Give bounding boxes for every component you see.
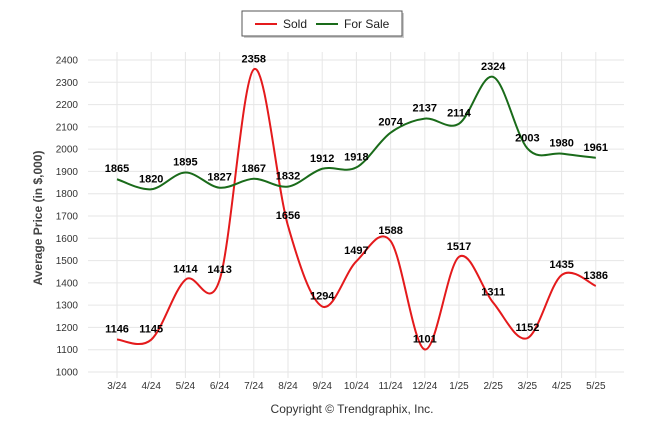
x-tick-label: 5/24 xyxy=(176,381,196,392)
x-tick-label: 12/24 xyxy=(412,381,437,392)
data-label-for-sale: 1832 xyxy=(276,171,300,183)
data-label-for-sale: 2324 xyxy=(481,61,506,73)
data-label-for-sale: 1918 xyxy=(344,151,368,163)
data-label-sold: 1517 xyxy=(447,241,471,253)
data-label-sold: 1145 xyxy=(139,324,163,336)
data-label-for-sale: 1895 xyxy=(173,157,197,169)
y-tick-label: 2300 xyxy=(56,78,79,89)
x-tick-label: 4/24 xyxy=(141,381,161,392)
data-label-sold: 1294 xyxy=(310,290,335,302)
data-label-for-sale: 2074 xyxy=(378,117,403,129)
y-tick-label: 1900 xyxy=(56,167,79,178)
data-label-for-sale: 1980 xyxy=(549,138,573,150)
y-tick-label: 1000 xyxy=(56,368,79,379)
x-tick-label: 5/25 xyxy=(586,381,606,392)
data-label-for-sale: 1912 xyxy=(310,153,334,165)
data-label-sold: 1414 xyxy=(173,264,198,276)
data-label-sold: 1588 xyxy=(378,225,402,237)
data-label-sold: 1311 xyxy=(481,287,505,299)
data-label-for-sale: 2137 xyxy=(413,103,437,115)
data-label-sold: 1146 xyxy=(105,323,129,335)
y-tick-label: 1700 xyxy=(56,212,79,223)
data-label-sold: 1386 xyxy=(584,270,608,282)
data-label-for-sale: 2114 xyxy=(447,108,472,120)
y-tick-label: 1500 xyxy=(56,256,79,267)
y-tick-label: 2200 xyxy=(56,100,79,111)
data-labels: 1146 1145 1414 1413 2358 1656 1294 1497 1588 1101… xyxy=(105,53,608,345)
series-line-sold xyxy=(116,68,597,351)
x-tick-label: 6/24 xyxy=(210,381,230,392)
y-tick-label: 2400 xyxy=(56,56,79,67)
data-label-sold: 1101 xyxy=(413,333,437,345)
y-tick-label: 1300 xyxy=(56,301,79,312)
legend-label-sold: Sold xyxy=(283,17,307,31)
data-label-for-sale: 2003 xyxy=(515,132,539,144)
data-label-sold: 1656 xyxy=(276,210,300,222)
data-label-for-sale: 1820 xyxy=(139,173,163,185)
x-tick-label: 11/24 xyxy=(378,381,403,392)
series-line-for-sale xyxy=(116,75,596,191)
y-tick-label: 2000 xyxy=(56,145,79,156)
copyright-text: Copyright © Trendgraphix, Inc. xyxy=(271,402,434,416)
x-tick-label: 3/25 xyxy=(518,381,538,392)
x-tick-label: 3/24 xyxy=(107,381,127,392)
legend-label-for-sale: For Sale xyxy=(344,17,390,31)
x-tick-label: 8/24 xyxy=(278,381,298,392)
axes: 1000 1100 1200 1300 1400 1500 1600 1700 1800 1900… xyxy=(56,56,606,393)
y-tick-label: 1100 xyxy=(56,345,78,356)
data-label-sold: 1497 xyxy=(344,245,368,257)
x-tick-label: 2/25 xyxy=(483,381,503,392)
grid xyxy=(88,52,624,378)
y-tick-label: 1800 xyxy=(56,189,79,200)
y-axis-label: Average Price (in $,000) xyxy=(31,151,45,286)
y-tick-label: 1400 xyxy=(56,278,79,289)
x-tick-label: 10/24 xyxy=(344,381,369,392)
data-label-for-sale: 1961 xyxy=(584,142,608,154)
y-tick-label: 1600 xyxy=(56,234,79,245)
x-tick-label: 9/24 xyxy=(312,381,332,392)
data-label-sold: 1413 xyxy=(207,264,231,276)
data-label-sold: 2358 xyxy=(242,53,266,65)
y-tick-label: 1200 xyxy=(56,323,79,334)
x-tick-label: 4/25 xyxy=(552,381,572,392)
x-tick-label: 1/25 xyxy=(449,381,469,392)
data-label-sold: 1435 xyxy=(549,259,573,271)
legend: Sold For Sale xyxy=(241,10,404,38)
data-label-sold: 1152 xyxy=(515,322,539,334)
data-label-for-sale: 1865 xyxy=(105,163,129,175)
data-label-for-sale: 1867 xyxy=(242,163,266,175)
data-label-for-sale: 1827 xyxy=(207,172,231,184)
x-tick-label: 7/24 xyxy=(244,381,264,392)
series-lines xyxy=(116,68,597,351)
y-tick-label: 2100 xyxy=(56,122,79,133)
